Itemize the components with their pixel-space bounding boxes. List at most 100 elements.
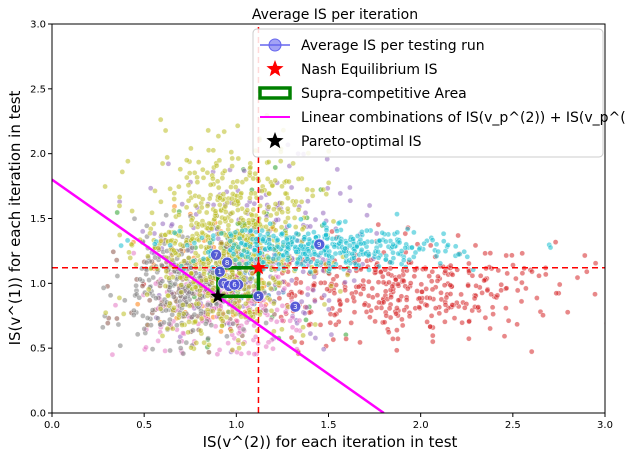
scatter-point [394, 327, 400, 333]
scatter-point [261, 209, 267, 216]
scatter-point [402, 244, 409, 251]
scatter-point [273, 318, 280, 325]
scatter-point [242, 300, 249, 307]
scatter-point [199, 196, 206, 202]
y-tick-label: 2.0 [30, 149, 46, 160]
scatter-point [239, 227, 245, 234]
scatter-point [519, 250, 526, 257]
scatter-point [197, 327, 204, 334]
scatter-point [351, 309, 358, 316]
scatter-point [323, 227, 330, 233]
scatter-point [183, 157, 190, 163]
scatter-point [171, 196, 177, 202]
scatter-point [209, 280, 215, 286]
scatter-point [183, 174, 190, 181]
scatter-point [236, 235, 243, 242]
legend-item-4: Pareto-optimal IS [266, 132, 422, 150]
x-tick-label: 0.5 [136, 420, 152, 431]
scatter-point [428, 278, 435, 285]
scatter-point [270, 255, 277, 262]
scatter-point [523, 285, 529, 292]
scatter-point [300, 332, 306, 339]
scatter-point [438, 289, 444, 296]
scatter-point [217, 195, 223, 201]
scatter-point [504, 270, 511, 277]
scatter-point [251, 351, 258, 357]
scatter-point [479, 290, 485, 296]
scatter-point [259, 236, 266, 243]
scatter-point [295, 176, 302, 182]
scatter-point [198, 310, 204, 317]
scatter-point [152, 188, 158, 194]
scatter-point [186, 303, 193, 309]
scatter-point [186, 319, 192, 325]
scatter-point [245, 289, 252, 296]
scatter-point [311, 229, 317, 235]
scatter-point [180, 310, 187, 317]
scatter-point [323, 232, 329, 238]
scatter-point [432, 305, 439, 311]
x-axis-title: IS(v^(2)) for each iteration in test [203, 433, 458, 451]
scatter-point [488, 291, 494, 298]
scatter-point [378, 305, 385, 311]
scatter-point [343, 253, 350, 259]
scatter-point [440, 230, 447, 237]
average-point-marker [213, 265, 226, 278]
scatter-point [272, 164, 279, 171]
scatter-point [318, 280, 324, 286]
scatter-point [421, 240, 427, 247]
scatter-point [170, 247, 177, 254]
scatter-point [180, 330, 186, 336]
scatter-point [216, 157, 223, 164]
y-axis-title: IS(v^(1)) for each iteration in test [6, 90, 24, 345]
scatter-point [112, 302, 119, 309]
scatter-point [205, 335, 211, 342]
scatter-point [293, 230, 300, 237]
scatter-point [279, 302, 286, 309]
scatter-point [267, 212, 274, 219]
x-tick-label: 3.0 [597, 420, 613, 431]
x-tick-label: 1.5 [321, 420, 337, 431]
scatter-point [481, 277, 487, 284]
scatter-point [186, 189, 193, 196]
scatter-point [158, 237, 164, 244]
scatter-point [406, 313, 413, 320]
scatter-point [412, 249, 419, 256]
scatter-point [146, 297, 153, 304]
scatter-point [179, 322, 185, 328]
scatter-point [469, 272, 476, 279]
scatter-point [266, 190, 273, 197]
scatter-point [169, 256, 175, 263]
scatter-point [382, 288, 389, 295]
scatter-point [183, 204, 190, 211]
scatter-point [153, 295, 159, 302]
scatter-point [471, 295, 478, 302]
scatter-point [407, 280, 414, 286]
scatter-point [366, 267, 372, 273]
scatter-point [505, 317, 512, 324]
scatter-point [148, 265, 154, 272]
scatter-point [198, 243, 204, 250]
scatter-point [305, 198, 311, 204]
scatter-point [246, 284, 252, 291]
scatter-point [350, 236, 356, 242]
scatter-point [176, 228, 183, 234]
scatter-point [273, 210, 280, 217]
y-tick-label: 2.5 [30, 84, 46, 95]
scatter-point [390, 241, 396, 248]
scatter-point [288, 184, 295, 191]
legend-frame [252, 28, 604, 158]
scatter-point [337, 288, 344, 295]
scatter-point [337, 238, 344, 245]
scatter-point [193, 340, 200, 346]
scatter-point [251, 200, 258, 207]
scatter-point [193, 230, 200, 237]
scatter-point [239, 252, 245, 258]
scatter-point [265, 254, 272, 261]
scatter-point [235, 155, 242, 162]
chart-title: Average IS per iteration [252, 7, 418, 23]
scatter-point [411, 273, 418, 280]
scatter-point [125, 158, 131, 164]
scatter-point [180, 302, 186, 308]
scatter-point [390, 255, 397, 262]
